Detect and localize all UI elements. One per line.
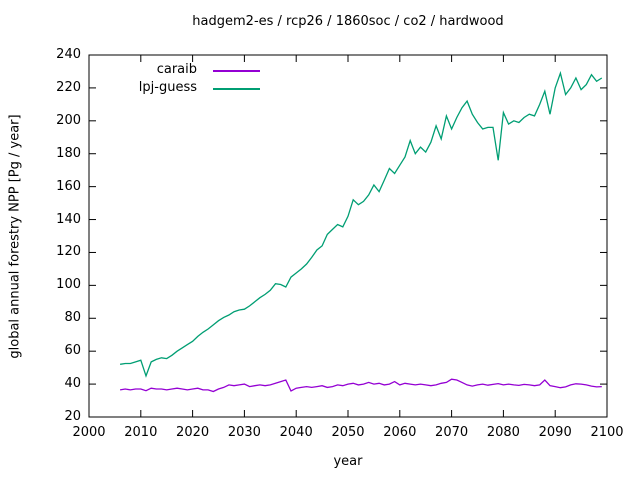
- y-tick-label: 80: [64, 310, 81, 326]
- y-tick-label: 160: [56, 178, 81, 194]
- x-tick-label: 2000: [72, 425, 106, 440]
- x-tick-label: 2080: [486, 425, 520, 440]
- legend-label-caraib: caraib: [156, 62, 197, 77]
- y-tick-label: 220: [56, 79, 81, 95]
- y-tick-label: 140: [56, 211, 81, 227]
- y-tick-label: 120: [56, 244, 81, 260]
- x-tick-label: 2020: [176, 425, 210, 440]
- x-tick-label: 2070: [435, 425, 469, 440]
- x-tick-label: 2030: [227, 425, 261, 440]
- x-axis-label: year: [333, 454, 363, 469]
- series-line-lpj-guess: [120, 70, 603, 378]
- y-tick-label: 100: [56, 277, 81, 293]
- legend-line-sample-lpj-guess: [213, 88, 260, 90]
- x-tick-label: 2090: [538, 425, 572, 440]
- y-tick-label: 20: [64, 409, 81, 424]
- x-tick-label: 2060: [383, 425, 417, 440]
- y-axis-label: global annual forestry NPP [Pg / year]: [7, 114, 23, 359]
- y-tick-label: 60: [64, 343, 81, 359]
- x-tick-label: 2050: [331, 425, 365, 440]
- y-tick-label: 40: [64, 376, 81, 392]
- y-tick-label: 240: [56, 47, 81, 62]
- legend-label-lpj-guess: lpj-guess: [138, 80, 197, 95]
- chart-title: hadgem2-es / rcp26 / 1860soc / co2 / har…: [192, 14, 504, 29]
- series-line-caraib: [119, 378, 602, 393]
- x-tick-label: 2040: [279, 425, 313, 440]
- y-tick-label: 200: [56, 112, 81, 128]
- y-tick-label: 180: [56, 145, 81, 161]
- legend-line-sample-caraib: [213, 70, 260, 72]
- plot-border: [88, 54, 608, 418]
- x-tick-label: 2010: [124, 425, 158, 440]
- x-tick-label: 2100: [590, 425, 624, 440]
